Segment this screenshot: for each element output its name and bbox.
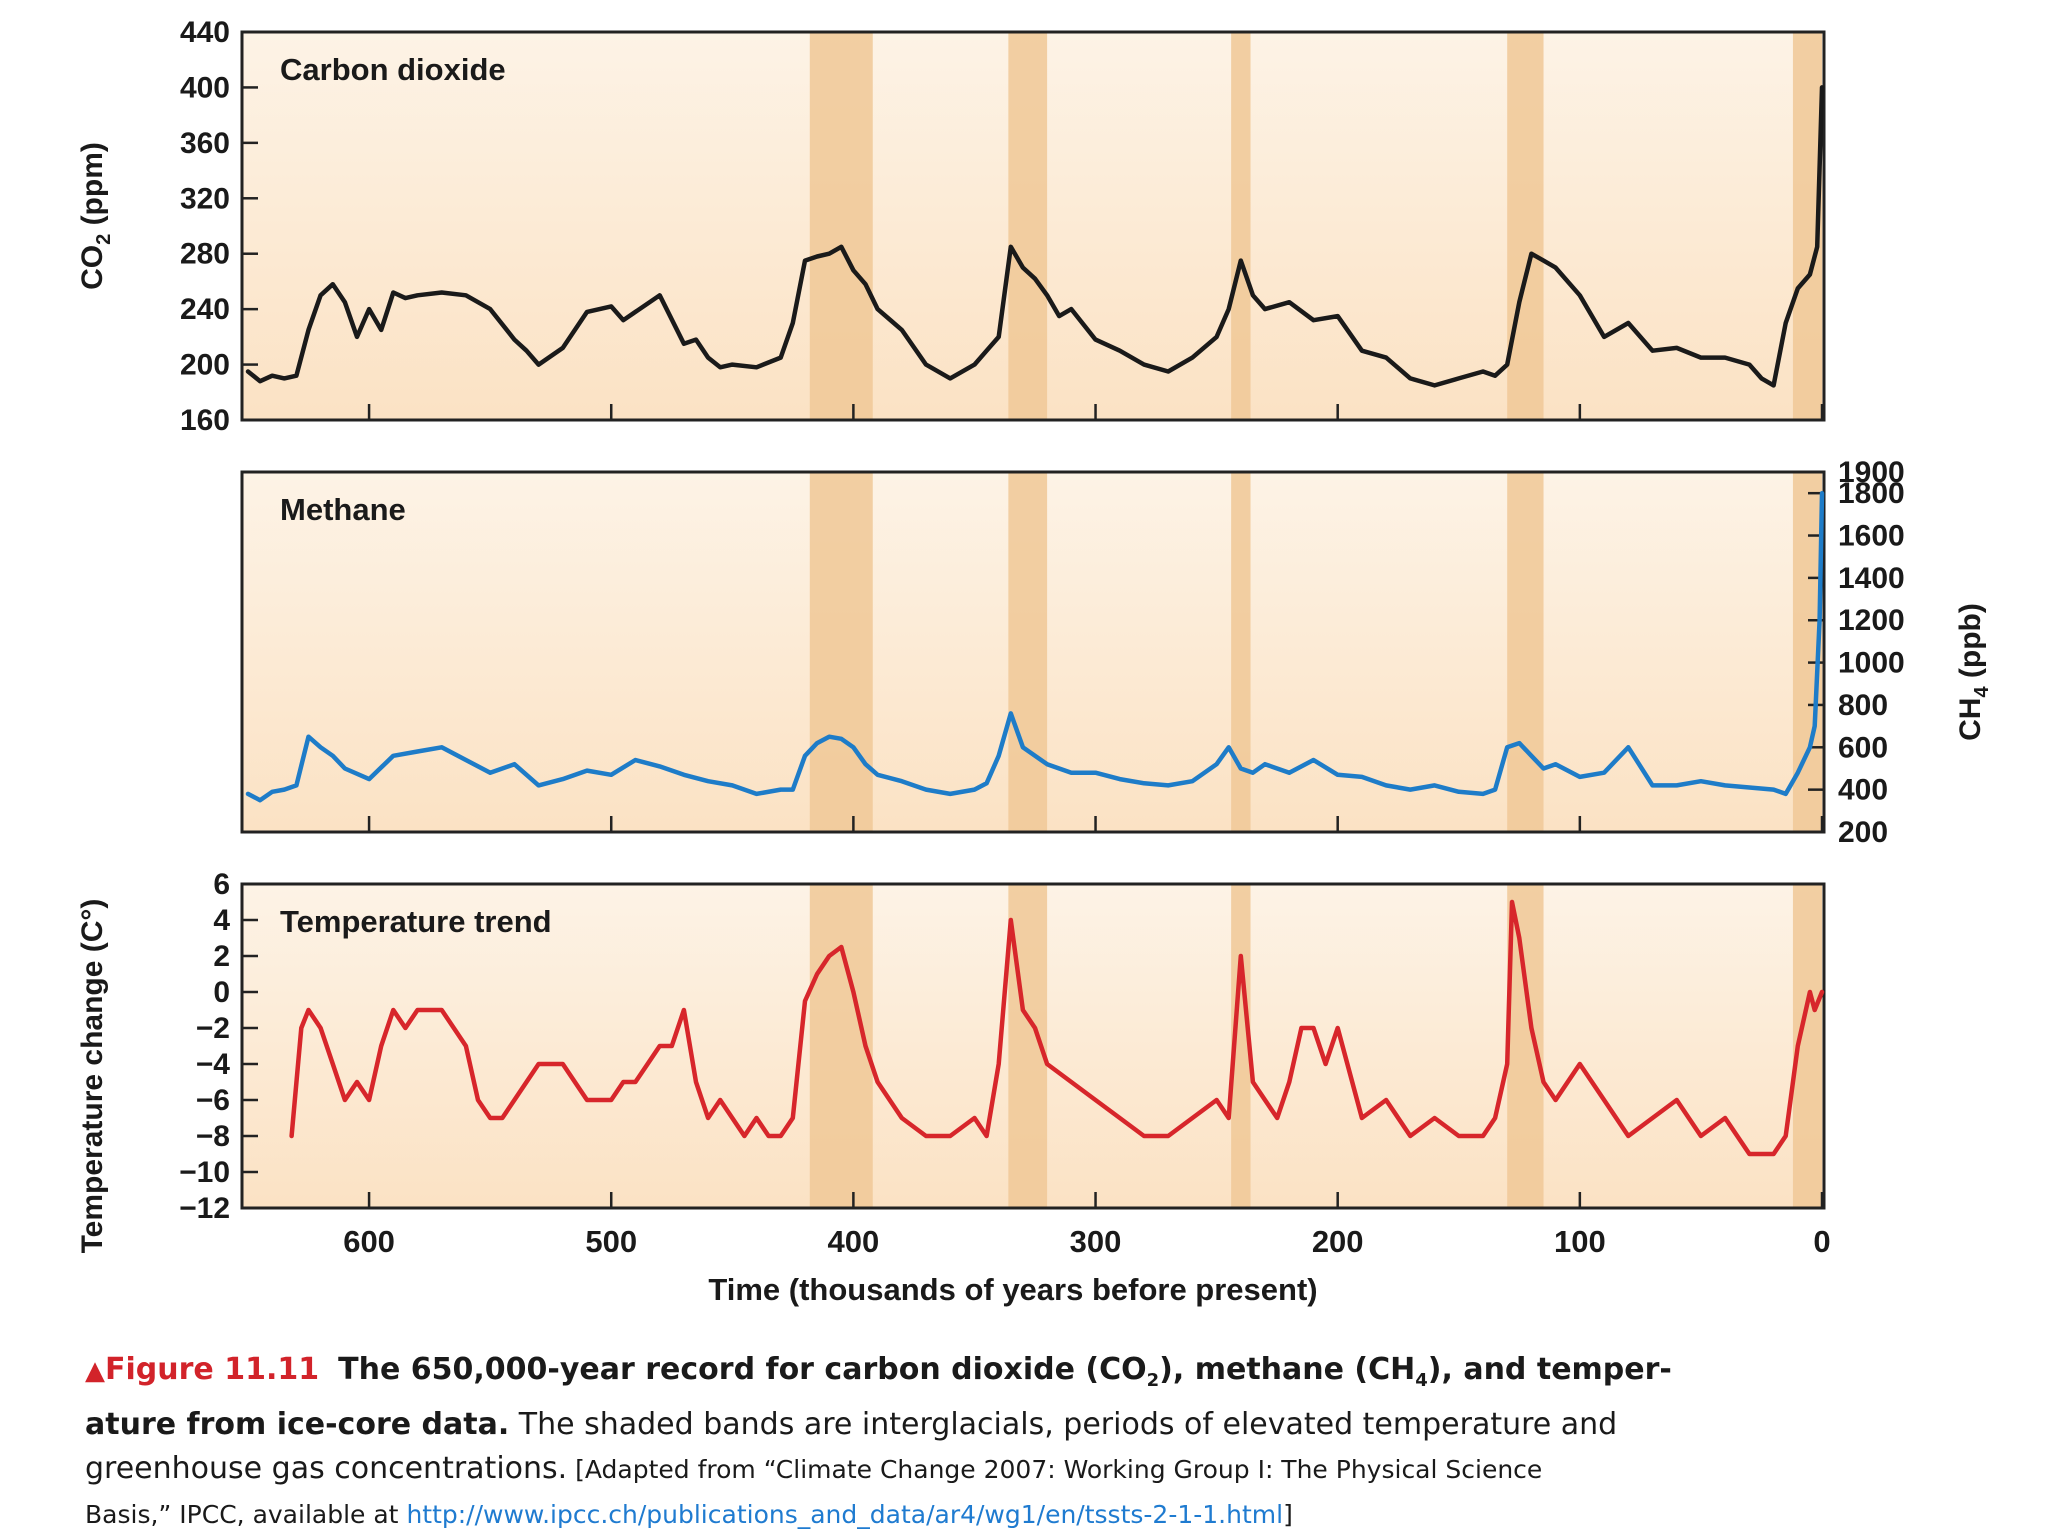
caption-line-3: greenhouse gas concentrations. [Adapted … xyxy=(85,1447,2035,1492)
y-axis-label: CH4 (ppb) xyxy=(1954,603,1993,741)
y-tick-label: −8 xyxy=(196,1120,230,1153)
y-tick-label: 440 xyxy=(180,16,230,49)
y-tick-label: 320 xyxy=(180,182,230,215)
caption-close-bracket: ] xyxy=(1283,1500,1293,1529)
y-tick-label: 1200 xyxy=(1838,604,1905,637)
caption-line-1: ▲Figure 11.11 The 650,000-year record fo… xyxy=(85,1348,2035,1403)
interglacial-band xyxy=(1008,472,1048,832)
y-axis-label-main: CH xyxy=(1954,698,1987,741)
x-tick-label: 200 xyxy=(1312,1224,1364,1259)
y-axis-label-subscript: 4 xyxy=(1971,686,1993,698)
y-tick-label: 0 xyxy=(213,976,230,1009)
panel-title: Temperature trend xyxy=(280,904,552,939)
x-tick-label: 0 xyxy=(1813,1224,1830,1259)
y-tick-label: 4 xyxy=(213,904,230,937)
panel-title: Methane xyxy=(280,492,406,527)
y-tick-label: −12 xyxy=(179,1192,230,1225)
y-tick-label: 240 xyxy=(180,293,230,326)
figure-label: Figure 11.11 xyxy=(105,1352,320,1387)
y-tick-label: 6 xyxy=(213,868,230,901)
interglacial-band xyxy=(1231,32,1251,420)
caption-title-c: ), and temper- xyxy=(1427,1352,1672,1387)
y-tick-label: −10 xyxy=(179,1156,230,1189)
y-tick-label: 160 xyxy=(180,404,230,437)
caption-line-4: Basis,” IPCC, available at http://www.ip… xyxy=(85,1492,2035,1537)
x-tick-label: 300 xyxy=(1070,1224,1122,1259)
panel-frame xyxy=(240,30,1826,422)
y-tick-label: −4 xyxy=(196,1048,231,1081)
interglacial-band xyxy=(1231,884,1251,1208)
y-tick-label: 280 xyxy=(180,238,230,271)
caption-title-d: ature from ice-core data. xyxy=(85,1407,510,1442)
caption-body-a: The shaded bands are interglacials, peri… xyxy=(509,1407,1618,1442)
y-tick-label: −2 xyxy=(196,1012,230,1045)
y-axis-label-main: CO xyxy=(76,245,109,290)
panel-frame xyxy=(240,470,1826,834)
y-tick-label: 1900 xyxy=(1838,456,1905,489)
y-tick-label: 1800 xyxy=(1838,477,1905,510)
caption-source-a: [Adapted from “Climate Change 2007: Work… xyxy=(567,1455,1543,1484)
interglacial-band xyxy=(1507,32,1544,420)
interglacial-band xyxy=(809,32,873,420)
series-line-co2 xyxy=(245,85,1825,388)
caption-body-b: greenhouse gas concentrations. xyxy=(85,1451,568,1486)
y-tick-label: 800 xyxy=(1838,689,1888,722)
caption-title-a: The 650,000-year record for carbon dioxi… xyxy=(338,1352,1147,1387)
interglacial-band xyxy=(1008,32,1048,420)
y-tick-label: 2 xyxy=(213,940,230,973)
x-tick-label: 400 xyxy=(828,1224,880,1259)
y-tick-label: 400 xyxy=(1838,774,1888,807)
y-tick-label: 1400 xyxy=(1838,562,1905,595)
caption-triangle-icon: ▲ xyxy=(85,1356,105,1386)
y-tick-label: 200 xyxy=(1838,816,1888,849)
interglacial-band xyxy=(1507,472,1544,832)
y-tick-label: 600 xyxy=(1838,731,1888,764)
x-tick-label: 100 xyxy=(1554,1224,1606,1259)
interglacial-band xyxy=(809,884,873,1208)
ipcc-link[interactable]: http://www.ipcc.ch/publications_and_data… xyxy=(406,1500,1284,1529)
x-tick-label: 500 xyxy=(585,1224,637,1259)
caption-source-b: Basis,” IPCC, available at xyxy=(85,1500,407,1529)
y-axis-label-unit: (ppm) xyxy=(76,142,109,234)
caption-sub-4: 4 xyxy=(1415,1370,1428,1391)
y-axis-label: CO2 (ppm) xyxy=(76,142,115,290)
caption-sub-2: 2 xyxy=(1146,1370,1160,1391)
panel-title: Carbon dioxide xyxy=(280,52,506,87)
series-line-ch4 xyxy=(245,490,1825,803)
panel-frame xyxy=(240,882,1826,1210)
y-tick-label: −6 xyxy=(196,1084,230,1117)
y-tick-label: 1600 xyxy=(1838,520,1905,553)
y-axis-label-subscript: 2 xyxy=(93,234,115,245)
y-tick-label: 400 xyxy=(180,71,230,104)
interglacial-band xyxy=(809,472,873,832)
caption-title-b: ), methane (CH xyxy=(1159,1352,1416,1387)
figure-caption: ▲Figure 11.11 The 650,000-year record fo… xyxy=(85,1348,2035,1537)
panel-co2: 160 200 240 280 320 360 400 440 Carbon dioxide CO… xyxy=(76,16,1826,437)
x-axis-label: Time (thousands of years before present) xyxy=(708,1272,1317,1307)
y-axis-label-unit: (ppb) xyxy=(1954,603,1987,686)
y-tick-label: 200 xyxy=(180,349,230,382)
interglacial-band xyxy=(1231,472,1251,832)
y-tick-label: 360 xyxy=(180,127,230,160)
y-axis-label: Temperature change (C°) xyxy=(76,899,109,1254)
x-tick-label: 600 xyxy=(343,1224,395,1259)
series-line-temp xyxy=(289,899,1825,1157)
caption-line-2: ature from ice-core data. The shaded ban… xyxy=(85,1403,2035,1447)
y-tick-label: 1000 xyxy=(1838,647,1905,680)
